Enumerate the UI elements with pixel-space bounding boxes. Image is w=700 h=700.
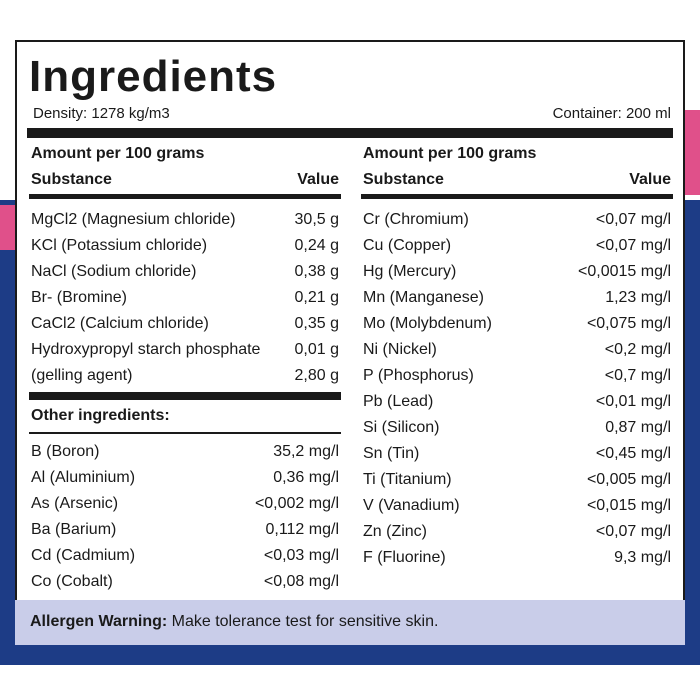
section-heading: Amount per 100 grams (31, 145, 205, 162)
value: <0,015 mg/l (586, 497, 671, 514)
substance: Sn (Tin) (363, 445, 420, 462)
substance: Ni (Nickel) (363, 341, 437, 358)
value: 0,112 mg/l (265, 521, 339, 538)
title: Ingredients (29, 52, 278, 101)
value: <0,08 mg/l (263, 573, 339, 590)
substance: Pb (Lead) (363, 393, 434, 410)
value: 0,24 g (294, 237, 339, 254)
value: <0,2 mg/l (604, 341, 671, 358)
divider (29, 432, 341, 434)
divider (29, 392, 341, 400)
substance: Co (Cobalt) (31, 573, 113, 590)
column-header: Value (629, 171, 671, 188)
value: <0,01 mg/l (595, 393, 671, 410)
substance: KCl (Potassium chloride) (31, 237, 208, 254)
value: 35,2 mg/l (273, 443, 339, 460)
container: Container: 200 ml (552, 105, 671, 122)
value: 0,21 g (294, 289, 339, 306)
value: 0,35 g (294, 315, 339, 332)
value: <0,07 mg/l (595, 237, 671, 254)
substance: Cd (Cadmium) (31, 547, 136, 564)
value: <0,07 mg/l (595, 523, 671, 540)
value: 0,38 g (294, 263, 339, 280)
label-panel: Ingredients Density: 1278 kg/m3 Containe… (15, 40, 685, 602)
section-heading: Amount per 100 grams (363, 145, 537, 162)
allergen-label: Allergen Warning: (30, 613, 168, 630)
column-header: Substance (363, 171, 444, 188)
value: 0,01 g (294, 341, 339, 358)
substance: Mn (Manganese) (363, 289, 484, 306)
substance: CaCl2 (Calcium chloride) (31, 315, 209, 332)
substance: Al (Aluminium) (31, 469, 136, 486)
value: 2,80 g (294, 367, 339, 384)
substance: Si (Silicon) (363, 419, 440, 436)
column-header: Value (297, 171, 339, 188)
substance: Br- (Bromine) (31, 289, 128, 306)
substance: NaCl (Sodium chloride) (31, 263, 197, 280)
substance: Cr (Chromium) (363, 211, 469, 228)
allergen-line: Allergen Warning: Make tolerance test fo… (30, 612, 438, 632)
substance: Ti (Titanium) (363, 471, 452, 488)
background-pink (0, 205, 15, 250)
value: <0,005 mg/l (586, 471, 671, 488)
substance: Zn (Zinc) (363, 523, 427, 540)
value: <0,45 mg/l (595, 445, 671, 462)
substance: (gelling agent) (31, 367, 133, 384)
substance: B (Boron) (31, 443, 100, 460)
section-heading: Other ingredients: (31, 407, 170, 424)
divider (361, 194, 673, 199)
value: 9,3 mg/l (614, 549, 671, 566)
value: <0,002 mg/l (254, 495, 339, 512)
substance: F (Fluorine) (363, 549, 446, 566)
substance: MgCl2 (Magnesium chloride) (31, 211, 236, 228)
background-pink (685, 110, 700, 195)
value: 0,87 mg/l (605, 419, 671, 436)
allergen-box: Allergen Warning: Make tolerance test fo… (15, 600, 685, 645)
substance: Hydroxypropyl starch phosphate (31, 341, 261, 358)
substance: Hg (Mercury) (363, 263, 457, 280)
substance: As (Arsenic) (31, 495, 119, 512)
column-header: Substance (31, 171, 112, 188)
divider (27, 128, 673, 138)
substance: V (Vanadium) (363, 497, 460, 514)
substance: Mo (Molybdenum) (363, 315, 492, 332)
value: 1,23 mg/l (605, 289, 671, 306)
value: <0,07 mg/l (595, 211, 671, 228)
value: <0,03 mg/l (263, 547, 339, 564)
substance: Ba (Barium) (31, 521, 117, 538)
substance: P (Phosphorus) (363, 367, 474, 384)
value: 0,36 mg/l (273, 469, 339, 486)
divider (29, 194, 341, 199)
value: <0,0015 mg/l (578, 263, 671, 280)
value: <0,075 mg/l (586, 315, 671, 332)
substance: Cu (Copper) (363, 237, 452, 254)
value: 30,5 g (294, 211, 339, 228)
density: Density: 1278 kg/m3 (33, 105, 170, 122)
allergen-text: Make tolerance test for sensitive skin. (171, 613, 439, 630)
value: <0,7 mg/l (604, 367, 671, 384)
